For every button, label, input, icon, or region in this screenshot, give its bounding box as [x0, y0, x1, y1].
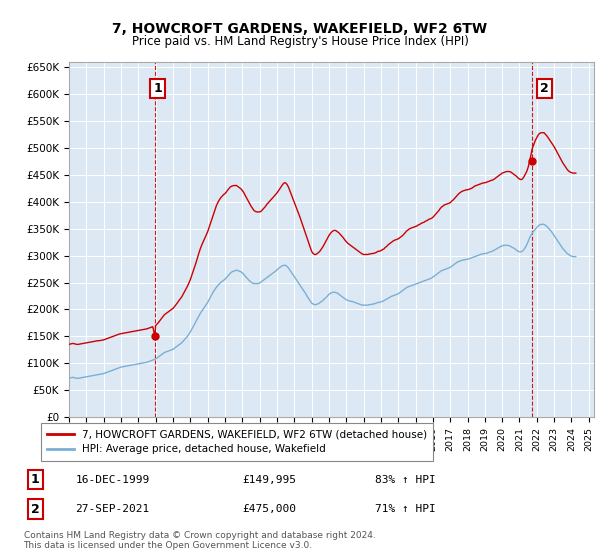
Text: 1: 1 — [153, 82, 162, 95]
Text: 27-SEP-2021: 27-SEP-2021 — [76, 504, 149, 514]
Text: 71% ↑ HPI: 71% ↑ HPI — [375, 504, 436, 514]
Text: 1: 1 — [31, 473, 40, 486]
Text: 2: 2 — [31, 502, 40, 516]
Text: Contains HM Land Registry data © Crown copyright and database right 2024.
This d: Contains HM Land Registry data © Crown c… — [23, 531, 375, 550]
Text: 83% ↑ HPI: 83% ↑ HPI — [375, 475, 436, 484]
Text: 7, HOWCROFT GARDENS, WAKEFIELD, WF2 6TW: 7, HOWCROFT GARDENS, WAKEFIELD, WF2 6TW — [112, 22, 488, 36]
Text: Price paid vs. HM Land Registry's House Price Index (HPI): Price paid vs. HM Land Registry's House … — [131, 35, 469, 48]
Text: 16-DEC-1999: 16-DEC-1999 — [76, 475, 149, 484]
Text: £475,000: £475,000 — [242, 504, 296, 514]
Text: £149,995: £149,995 — [242, 475, 296, 484]
Text: 2: 2 — [540, 82, 549, 95]
Legend: 7, HOWCROFT GARDENS, WAKEFIELD, WF2 6TW (detached house), HPI: Average price, de: 7, HOWCROFT GARDENS, WAKEFIELD, WF2 6TW … — [41, 423, 433, 461]
